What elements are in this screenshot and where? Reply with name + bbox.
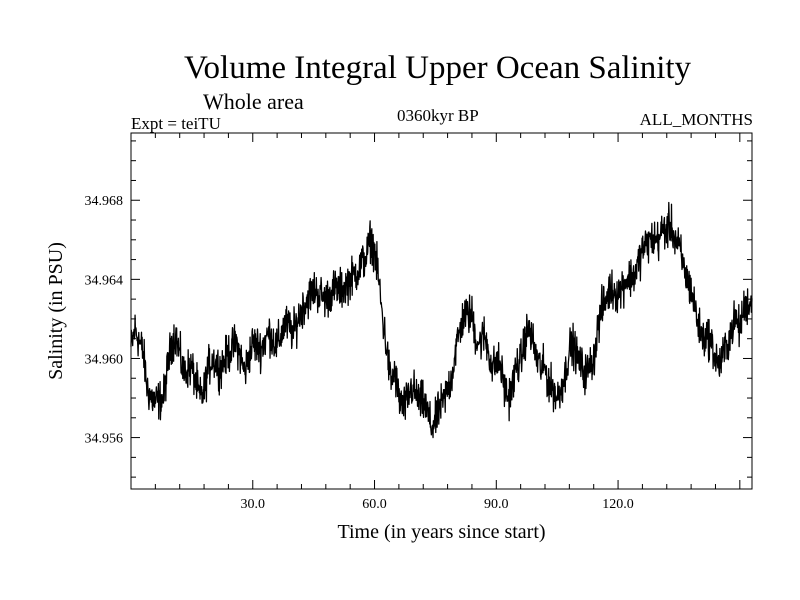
chart-title: Volume Integral Upper Ocean Salinity [183, 50, 692, 86]
experiment-label: Expt = teiTU [131, 114, 221, 133]
y-axis-title: Salinity (in PSU) [45, 242, 67, 380]
axis-tick-labels: 30.0 60.0 90.0 120.0 34.956 34.960 34.964 34.96… [85, 194, 634, 512]
chart-subtitle: Whole area [203, 89, 304, 114]
x-tick-label: 60.0 [362, 497, 387, 512]
salinity-series-line [130, 201, 753, 439]
y-tick-label: 34.960 [85, 352, 124, 367]
plot-frame [130, 132, 753, 490]
period-label: 0360kyr BP [397, 106, 479, 125]
x-tick-label: 90.0 [484, 497, 509, 512]
x-tick-label: 120.0 [602, 497, 634, 512]
x-tick-label: 30.0 [241, 497, 266, 512]
x-axis-title: Time (in years since start) [337, 521, 545, 543]
axis-ticks [131, 133, 752, 489]
y-tick-label: 34.968 [85, 194, 124, 209]
y-tick-label: 34.956 [85, 432, 124, 447]
y-tick-label: 34.964 [85, 273, 124, 288]
months-label: ALL_MONTHS [639, 110, 753, 129]
